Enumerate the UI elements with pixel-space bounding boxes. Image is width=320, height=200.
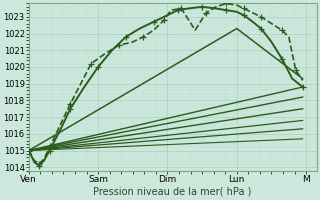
X-axis label: Pression niveau de la mer( hPa ): Pression niveau de la mer( hPa ) bbox=[93, 187, 252, 197]
